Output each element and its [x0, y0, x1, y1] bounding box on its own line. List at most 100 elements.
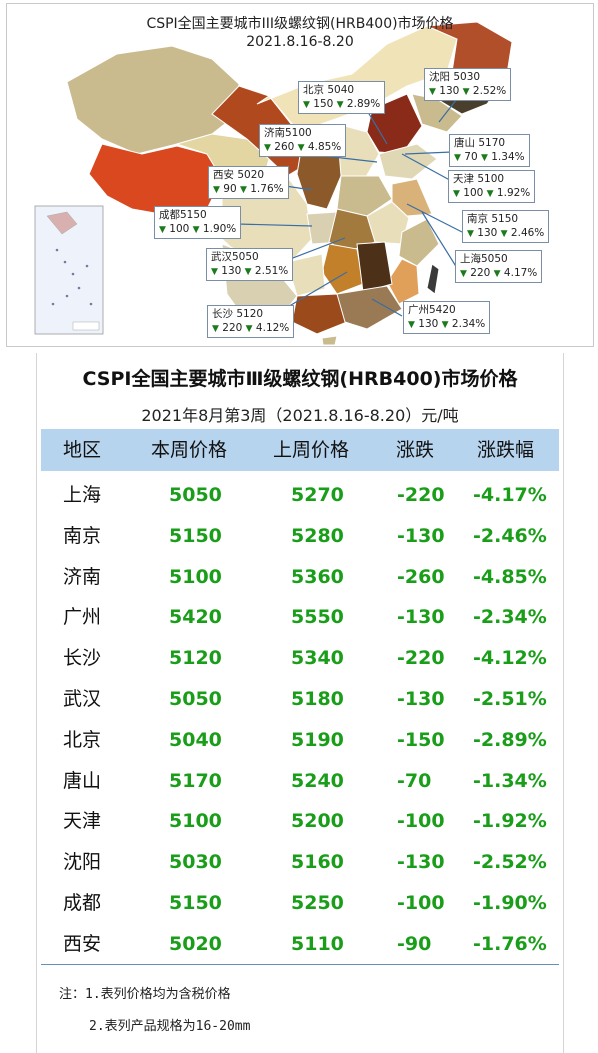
cell-change-pct: -2.46%: [473, 524, 547, 547]
down-triangle-icon: ▼: [213, 185, 220, 195]
cell-change-pct: -4.12%: [473, 647, 547, 670]
map-panel: CSPI全国主要城市III级螺纹钢(HRB400)市场价格 2021.8.16-…: [6, 3, 594, 347]
cell-change: -100: [397, 810, 445, 833]
callout-city: 广州: [408, 304, 429, 316]
cell-region: 长沙: [63, 647, 102, 670]
cell-change: -70: [397, 769, 432, 792]
down-triangle-icon: ▼: [500, 229, 508, 239]
cell-this-week: 5040: [169, 728, 222, 751]
table-bottom-line: [41, 964, 559, 965]
callout-city: 唐山: [454, 137, 475, 149]
cell-last-week: 5280: [291, 524, 344, 547]
province-xinjiang: [66, 45, 240, 155]
cell-region: 西安: [63, 932, 102, 955]
down-triangle-icon: ▼: [264, 143, 271, 153]
callout-city: 西安: [213, 169, 234, 181]
cell-this-week: 5020: [169, 932, 222, 955]
cell-this-week: 5100: [169, 810, 222, 833]
down-triangle-icon: ▼: [453, 189, 460, 199]
callout-price: 5420: [429, 304, 456, 316]
callout-city: 南京: [467, 213, 488, 225]
cell-this-week: 5170: [169, 769, 222, 792]
callout-price: 5120: [236, 308, 264, 320]
cell-region: 成都: [63, 892, 102, 914]
header-this-week: 本周价格: [151, 439, 228, 461]
table-row: 天津 5100 5200 -100 -1.92%: [41, 801, 559, 841]
callout-city: 天津: [453, 173, 474, 185]
cell-last-week: 5180: [291, 688, 344, 710]
table-row: 上海 5050 5270 -220 -4.17%: [41, 475, 559, 515]
callout-pct: 1.34%: [491, 151, 525, 163]
callout-price: 5100: [285, 127, 312, 139]
callout-xian: 西安 5020 ▼ 90 ▼ 1.76%: [208, 166, 289, 199]
callout-change: 130: [418, 318, 439, 330]
province-zhejiang: [398, 218, 440, 267]
table-row: 沈阳 5030 5160 -130 -2.52%: [41, 842, 559, 882]
table-row: 南京 5150 5280 -130 -2.46%: [41, 516, 559, 556]
cell-last-week: 5550: [291, 606, 344, 629]
callout-price: 5170: [478, 137, 506, 149]
callout-pct: 2.89%: [346, 98, 381, 110]
cell-region: 济南: [63, 565, 102, 588]
cell-change-pct: -1.34%: [473, 769, 547, 792]
down-triangle-icon: ▼: [245, 324, 253, 334]
cell-change-pct: -1.92%: [473, 810, 547, 833]
callout-price: 5150: [491, 213, 519, 225]
cell-this-week: 5420: [169, 606, 222, 629]
down-triangle-icon: ▼: [212, 324, 219, 334]
callout-pct: 2.34%: [451, 318, 486, 330]
cell-change-pct: -2.52%: [473, 851, 547, 874]
cell-region: 沈阳: [63, 851, 102, 874]
cell-this-week: 5050: [169, 688, 222, 710]
table-row: 西安 5020 5110 -90 -1.76%: [41, 924, 559, 964]
cell-change: -130: [397, 606, 445, 629]
cell-change: -220: [397, 484, 445, 506]
cell-this-week: 5150: [169, 892, 222, 914]
cell-region: 广州: [63, 606, 102, 629]
down-triangle-icon: ▼: [460, 269, 467, 279]
down-triangle-icon: ▼: [336, 100, 344, 110]
cell-change-pct: -2.89%: [473, 728, 547, 751]
callout-guangzhou: 广州5420 ▼ 130 ▼ 2.34%: [403, 301, 491, 334]
cell-last-week: 5200: [291, 810, 344, 833]
cell-change-pct: -1.76%: [473, 932, 547, 955]
table-row: 北京 5040 5190 -150 -2.89%: [41, 720, 559, 760]
callout-change: 220: [222, 322, 243, 334]
down-triangle-icon: ▼: [486, 189, 494, 199]
cell-last-week: 5360: [291, 565, 344, 588]
callout-city: 济南: [264, 127, 285, 139]
callout-city: 上海: [460, 253, 481, 265]
callout-pct: 1.92%: [496, 187, 531, 199]
cell-change: -150: [397, 728, 445, 751]
cell-change-pct: -1.90%: [473, 892, 547, 914]
cell-last-week: 5250: [291, 892, 344, 914]
cell-last-week: 5240: [291, 769, 344, 792]
callout-city: 长沙: [212, 308, 233, 320]
province-jiangxi: [356, 241, 393, 293]
callout-change: 100: [463, 187, 484, 199]
cell-change: -130: [397, 524, 445, 547]
cell-region: 北京: [63, 728, 102, 751]
down-triangle-icon: ▼: [454, 153, 461, 163]
cell-change: -90: [397, 932, 432, 955]
callout-price: 5020: [237, 169, 265, 181]
down-triangle-icon: ▼: [297, 143, 305, 153]
cell-change-pct: -4.85%: [473, 565, 547, 588]
cell-change: -220: [397, 647, 445, 670]
cell-change-pct: -4.17%: [473, 484, 547, 506]
table-title: CSPI全国主要城市Ⅲ级螺纹钢(HRB400)市场价格: [82, 368, 518, 390]
south-china-sea-inset: [34, 205, 104, 335]
header-last-week: 上周价格: [273, 439, 350, 461]
table-header: 地区 本周价格 上周价格 涨跌 涨跌幅: [41, 429, 559, 471]
map-title: CSPI全国主要城市III级螺纹钢(HRB400)市场价格: [146, 16, 454, 32]
down-triangle-icon: ▼: [159, 225, 166, 235]
cell-region: 唐山: [63, 769, 102, 792]
callout-city: 北京: [303, 84, 324, 96]
header-change: 涨跌: [396, 439, 435, 461]
down-triangle-icon: ▼: [493, 269, 501, 279]
callout-shanghai: 上海5050 ▼ 220 ▼ 4.17%: [455, 250, 543, 283]
note-1: 注：1.表列价格均为含税价格: [59, 987, 231, 1002]
province-henan: [336, 175, 393, 217]
table-row: 济南 5100 5360 -260 -4.85%: [41, 557, 559, 597]
table-row: 武汉 5050 5180 -130 -2.51%: [41, 679, 559, 719]
